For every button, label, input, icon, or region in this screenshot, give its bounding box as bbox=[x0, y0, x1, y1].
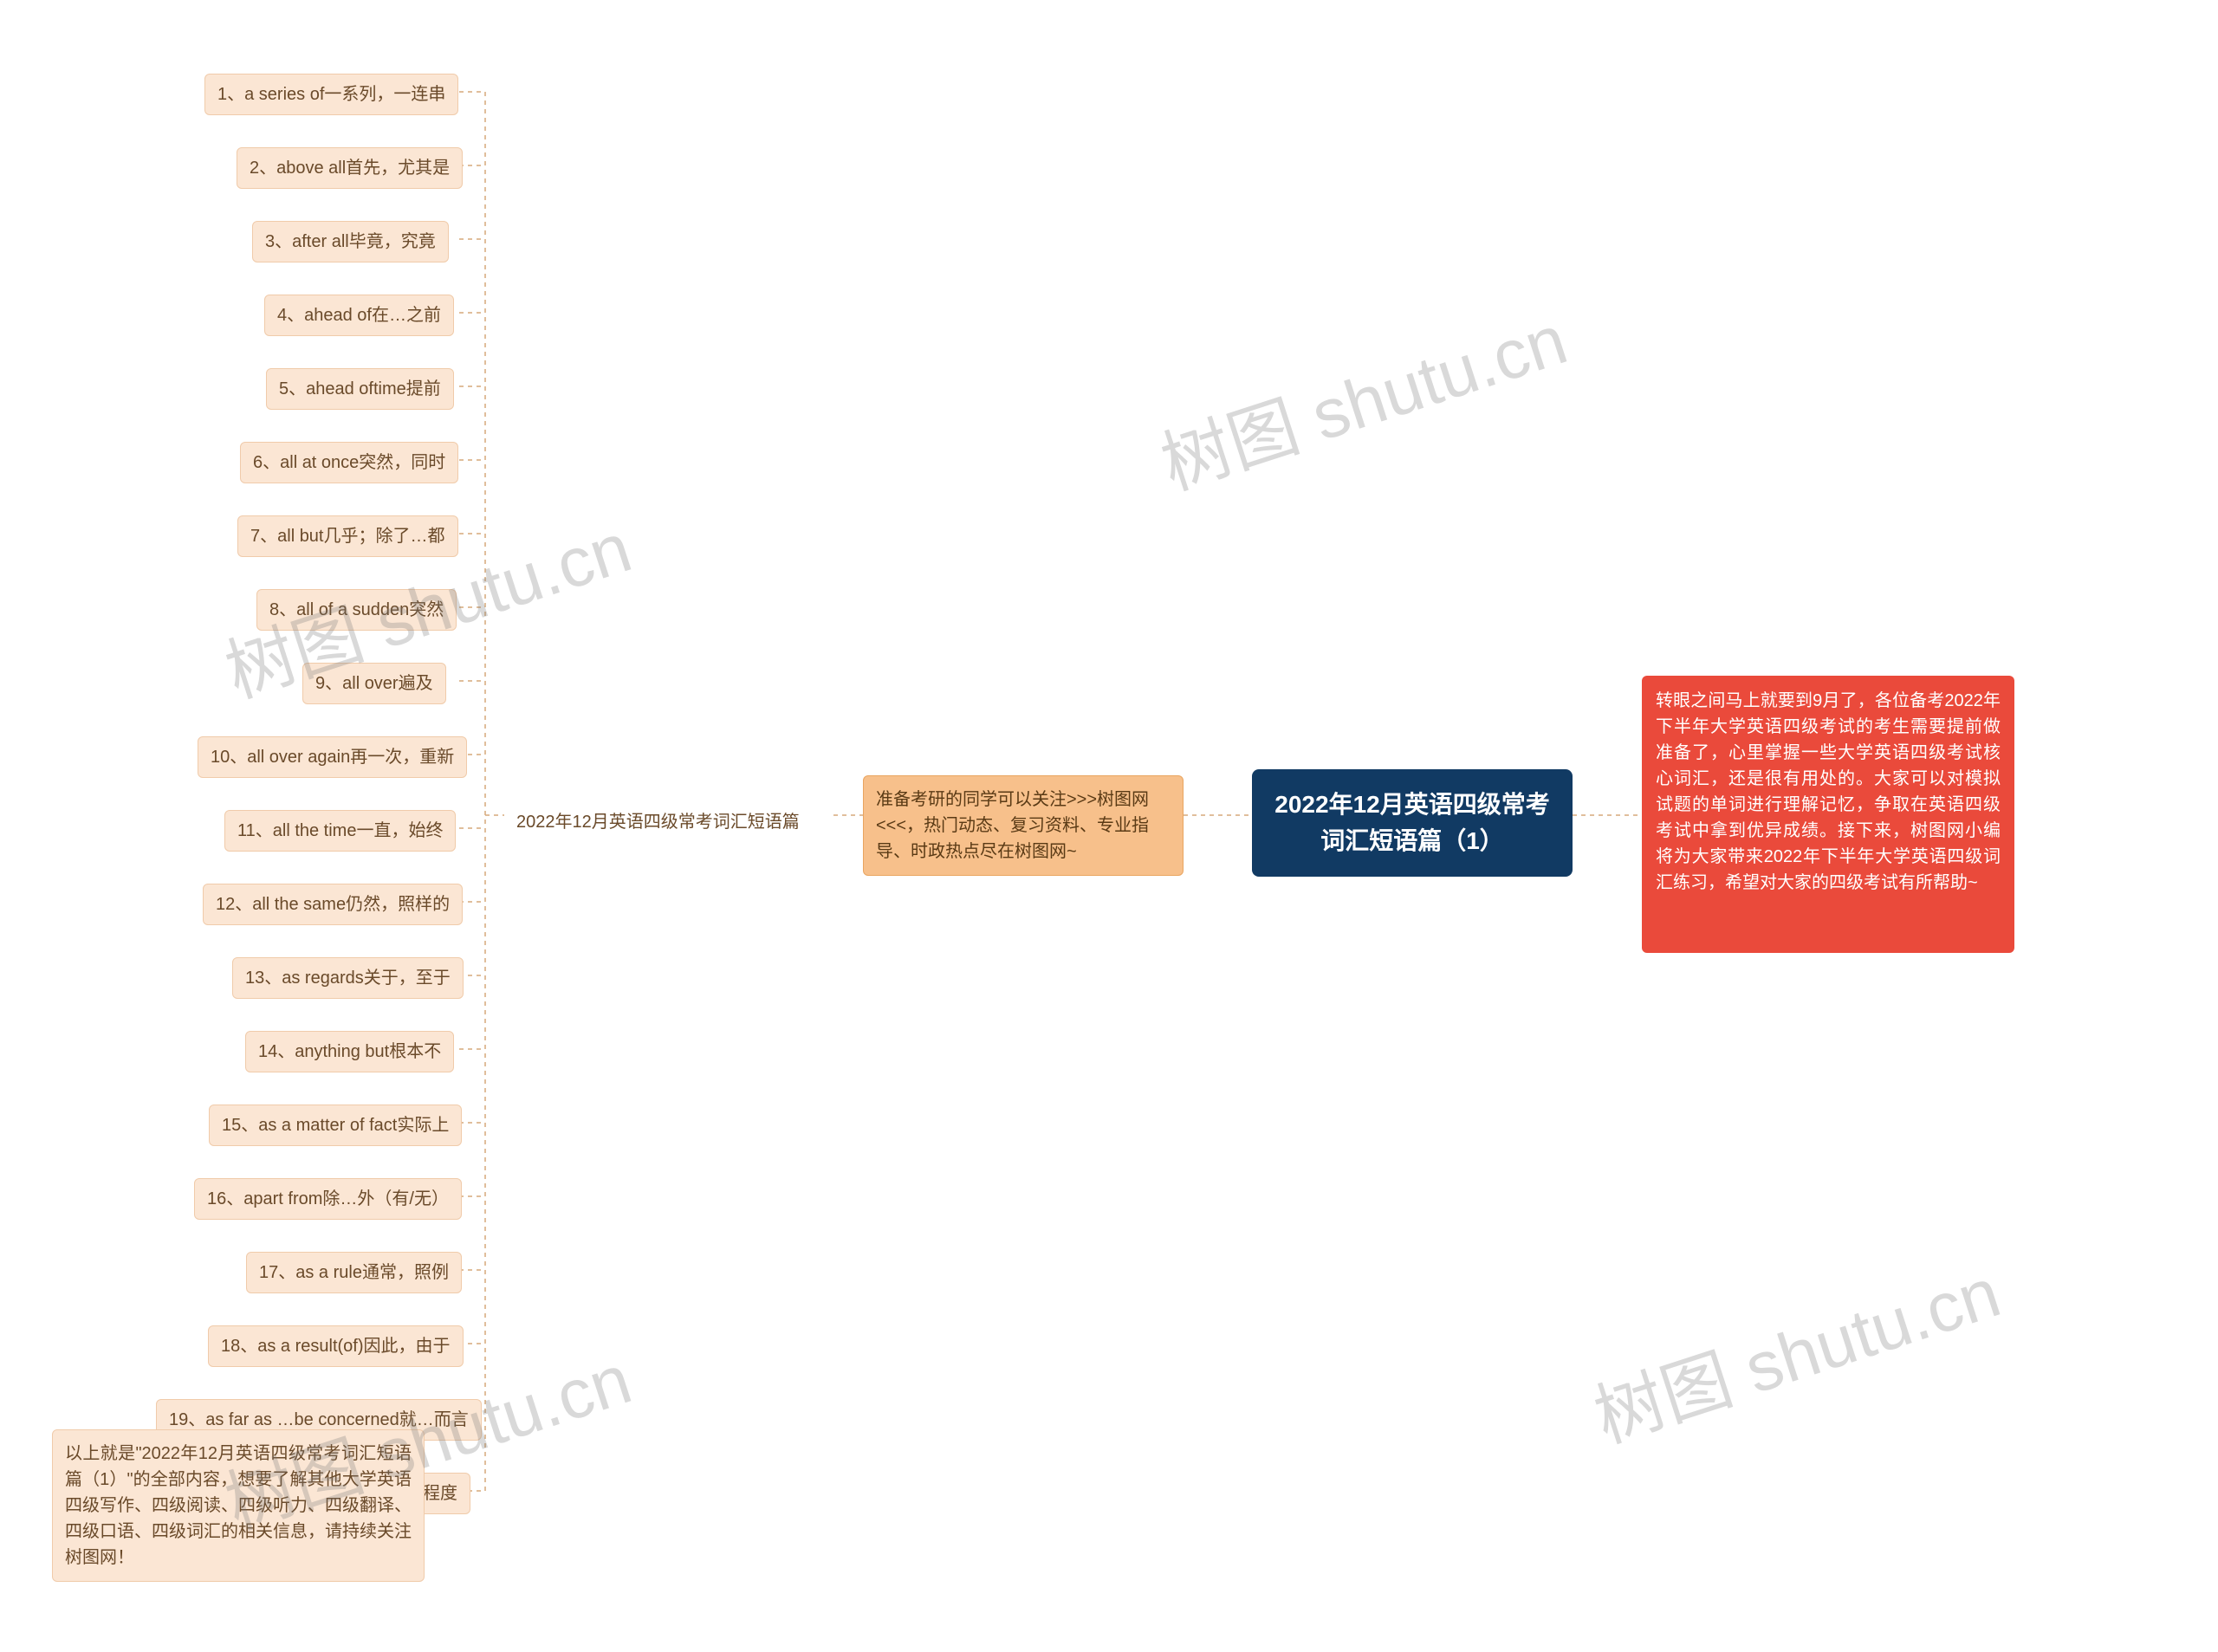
promo-node: 准备考研的同学可以关注>>>树图网<<<，热门动态、复习资料、专业指导、时政热点… bbox=[863, 775, 1184, 876]
leaf-text: 5、ahead oftime提前 bbox=[279, 379, 441, 398]
leaf-text: 15、as a matter of fact实际上 bbox=[222, 1116, 449, 1135]
leaf-node: 9、all over遍及 bbox=[302, 663, 446, 704]
leaf-node: 11、all the time一直，始终 bbox=[224, 810, 456, 852]
leaf-node: 6、all at once突然，同时 bbox=[240, 442, 458, 483]
leaf-text: 8、all of a sudden突然 bbox=[269, 600, 444, 619]
subtitle-text: 2022年12月英语四级常考词汇短语篇 bbox=[516, 813, 800, 832]
subtitle-node: 2022年12月英语四级常考词汇短语篇 bbox=[504, 800, 833, 844]
leaf-text: 9、all over遍及 bbox=[315, 674, 433, 693]
footer-node: 以上就是"2022年12月英语四级常考词汇短语篇（1）"的全部内容，想要了解其他… bbox=[52, 1429, 425, 1582]
leaf-text: 16、apart from除…外（有/无） bbox=[207, 1189, 449, 1208]
watermark: 树图 shutu.cn bbox=[1580, 1237, 2011, 1462]
watermark: 树图 shutu.cn bbox=[1147, 284, 1578, 509]
leaf-node: 10、all over again再一次，重新 bbox=[198, 736, 467, 778]
description-text: 转眼之间马上就要到9月了，各位备考2022年下半年大学英语四级考试的考生需要提前… bbox=[1656, 691, 2001, 892]
leaf-node: 8、all of a sudden突然 bbox=[256, 589, 457, 631]
leaf-text: 14、anything but根本不 bbox=[258, 1042, 441, 1061]
leaf-text: 13、as regards关于，至于 bbox=[245, 969, 451, 988]
description-node: 转眼之间马上就要到9月了，各位备考2022年下半年大学英语四级考试的考生需要提前… bbox=[1642, 676, 2014, 953]
root-node-text: 2022年12月英语四级常考词汇短语篇（1） bbox=[1274, 791, 1549, 854]
leaf-text: 4、ahead of在…之前 bbox=[277, 306, 441, 325]
leaf-node: 5、ahead oftime提前 bbox=[266, 368, 454, 410]
leaf-node: 18、as a result(of)因此，由于 bbox=[208, 1325, 464, 1367]
footer-text: 以上就是"2022年12月英语四级常考词汇短语篇（1）"的全部内容，想要了解其他… bbox=[65, 1444, 412, 1567]
leaf-node: 2、above all首先，尤其是 bbox=[237, 147, 463, 189]
leaf-node: 12、all the same仍然，照样的 bbox=[203, 884, 463, 925]
leaf-text: 7、all but几乎；除了…都 bbox=[250, 527, 445, 546]
promo-text: 准备考研的同学可以关注>>>树图网<<<，热门动态、复习资料、专业指导、时政热点… bbox=[876, 790, 1149, 861]
leaf-text: 1、a series of一系列，一连串 bbox=[217, 85, 445, 104]
leaf-text: 17、as a rule通常，照例 bbox=[259, 1263, 449, 1282]
leaf-node: 16、apart from除…外（有/无） bbox=[194, 1178, 462, 1220]
root-node: 2022年12月英语四级常考词汇短语篇（1） bbox=[1252, 769, 1573, 877]
leaf-text: 19、as far as …be concerned就…而言 bbox=[169, 1410, 469, 1429]
leaf-node: 13、as regards关于，至于 bbox=[232, 957, 464, 999]
leaf-text: 3、after all毕竟，究竟 bbox=[265, 232, 436, 251]
leaf-text: 11、all the time一直，始终 bbox=[237, 821, 443, 840]
leaf-node: 14、anything but根本不 bbox=[245, 1031, 454, 1072]
leaf-text: 18、as a result(of)因此，由于 bbox=[221, 1337, 451, 1356]
leaf-node: 4、ahead of在…之前 bbox=[264, 295, 454, 336]
leaf-node: 17、as a rule通常，照例 bbox=[246, 1252, 462, 1293]
leaf-node: 1、a series of一系列，一连串 bbox=[204, 74, 458, 115]
leaf-node: 15、as a matter of fact实际上 bbox=[209, 1105, 462, 1146]
leaf-text: 6、all at once突然，同时 bbox=[253, 453, 445, 472]
mindmap-canvas: 2022年12月英语四级常考词汇短语篇（1） 转眼之间马上就要到9月了，各位备考… bbox=[0, 0, 2218, 1652]
leaf-text: 2、above all首先，尤其是 bbox=[250, 159, 450, 178]
leaf-node: 3、after all毕竟，究竟 bbox=[252, 221, 449, 262]
leaf-node: 7、all but几乎；除了…都 bbox=[237, 515, 458, 557]
leaf-text: 10、all over again再一次，重新 bbox=[211, 748, 454, 767]
leaf-text: 12、all the same仍然，照样的 bbox=[216, 895, 450, 914]
